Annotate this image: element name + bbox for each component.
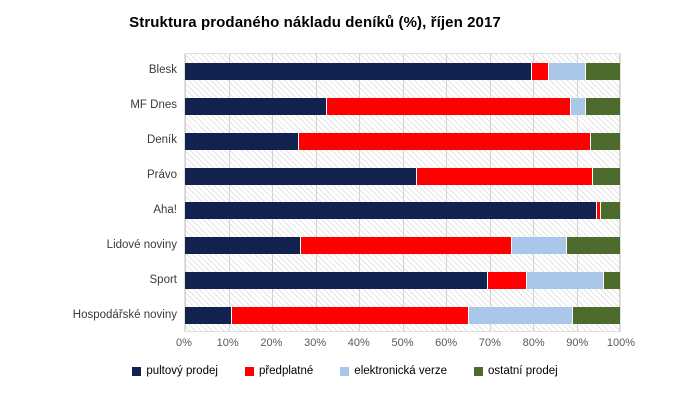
gridline (533, 54, 534, 331)
gridline (402, 54, 404, 331)
stacked-bar (185, 237, 620, 255)
category-label: Sport (149, 273, 178, 286)
plot-area (184, 53, 621, 332)
x-tick-label: 0% (176, 337, 192, 349)
x-tick-label: 100% (606, 337, 636, 349)
stacked-bar (185, 97, 620, 115)
x-tick-label: 70% (478, 337, 501, 349)
legend-swatch-icon (473, 366, 483, 376)
legend: pultový prodej předplatné elektronická ver… (0, 361, 690, 381)
gridline (576, 54, 578, 331)
bar-row (185, 298, 620, 333)
x-tick-label: 40% (347, 337, 370, 349)
gridline (315, 54, 317, 331)
bar-segment (596, 202, 601, 220)
x-tick-label: 10% (216, 337, 239, 349)
bar-segment (185, 167, 416, 185)
legend-label: pultový prodej (146, 365, 218, 377)
category-label: Deník (146, 134, 177, 147)
legend-item: elektronická verze (340, 365, 447, 377)
x-tick-label: 90% (566, 337, 589, 349)
legend-label: předplatné (258, 365, 314, 377)
bar-segment (415, 167, 592, 185)
x-tick-label: 50% (391, 337, 414, 349)
legend-label: elektronická verze (354, 365, 447, 377)
category-label: MF Dnes (130, 99, 177, 112)
stacked-bar (185, 62, 620, 80)
x-tick-label: 60% (435, 337, 458, 349)
bar-segment (589, 132, 620, 150)
bar-segment (585, 97, 620, 115)
x-tick-label: 30% (304, 337, 327, 349)
bar-segment (591, 167, 620, 185)
stacked-bar (185, 307, 620, 325)
bar-segment (548, 62, 586, 80)
stacked-bar (185, 167, 620, 185)
bar-row (185, 159, 620, 194)
category-label: Právo (146, 169, 177, 182)
bar-row (185, 228, 620, 263)
bar-segment (467, 307, 573, 325)
bar-segment (326, 97, 570, 115)
category-label: Hospodářské noviny (72, 308, 177, 321)
legend-item: ostatní prodej (473, 365, 558, 377)
gridline (359, 54, 360, 331)
bar-segment (530, 62, 549, 80)
bar-segment (569, 97, 586, 115)
category-label: Blesk (148, 64, 177, 77)
bar-segment (185, 237, 301, 255)
chart-title: Struktura prodaného nákladu deníků (%), … (129, 14, 501, 31)
bar-segment (602, 272, 620, 290)
bar-segment (185, 307, 231, 325)
bar-segment (487, 272, 527, 290)
category-axis: Blesk MF Dnes Deník Právo Aha! Lidové noviny S… (0, 53, 177, 332)
stacked-bar (185, 132, 620, 150)
bar-segment (298, 132, 590, 150)
gridline (185, 54, 186, 331)
bar-segment (526, 272, 603, 290)
bar-segment (565, 237, 620, 255)
legend-label: ostatní prodej (487, 365, 558, 377)
bar-segment (600, 202, 620, 220)
x-tick-label: 20% (260, 337, 283, 349)
legend-item: pultový prodej (132, 365, 218, 377)
bar-segment (185, 97, 327, 115)
bar-segment (185, 202, 597, 220)
gridline (619, 54, 620, 331)
bar-row (185, 194, 620, 229)
bar-segment (185, 62, 531, 80)
legend-swatch-icon (132, 366, 142, 376)
bar-segment (572, 307, 620, 325)
stacked-bar (185, 202, 620, 220)
x-axis: 0% 10% 20% 30% 40% 50% 60% 70% 80% 90% 100% (0, 337, 700, 353)
bar-row (185, 54, 620, 89)
gridline (272, 54, 273, 331)
stacked-bar (185, 272, 620, 290)
bar-segment (511, 237, 566, 255)
gridline (446, 54, 447, 331)
bar-segment (300, 237, 512, 255)
legend-swatch-icon (340, 366, 350, 376)
legend-item: předplatné (244, 365, 314, 377)
bar-row (185, 263, 620, 298)
legend-swatch-icon (244, 366, 254, 376)
category-label: Aha! (153, 203, 177, 216)
gridline (228, 54, 230, 331)
bar-segment (185, 272, 488, 290)
bar-row (185, 89, 620, 124)
category-label: Lidové noviny (106, 238, 177, 251)
bar-segment (185, 132, 299, 150)
bar-segment (585, 62, 620, 80)
x-tick-label: 80% (522, 337, 545, 349)
bar-segment (230, 307, 468, 325)
bar-row (185, 124, 620, 159)
gridline (489, 54, 491, 331)
